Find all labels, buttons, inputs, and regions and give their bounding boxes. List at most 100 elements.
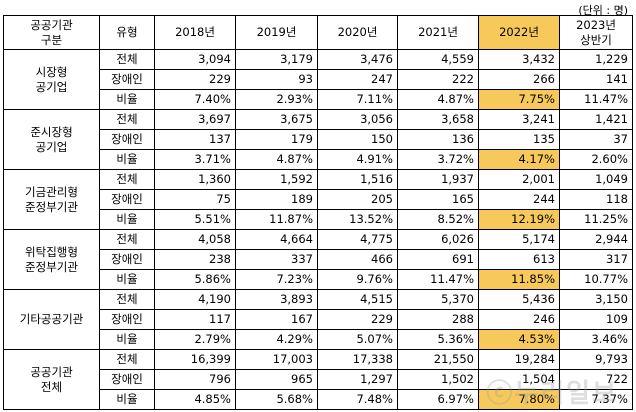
type-cell: 비율	[99, 209, 155, 230]
value-cell: 205	[317, 189, 398, 210]
value-cell: 7.11%	[317, 89, 398, 110]
value-cell: 7.75%	[478, 89, 560, 110]
value-cell: 165	[397, 189, 479, 210]
group-cell: 시장형 공기업	[3, 49, 100, 110]
group-cell: 기타공공기관	[3, 289, 100, 350]
value-cell: 246	[478, 309, 560, 330]
value-cell: 117	[154, 309, 236, 330]
value-cell: 288	[397, 309, 479, 330]
value-cell: 3,893	[235, 289, 318, 310]
header-year: 2020년	[317, 15, 398, 50]
unit-label: (단위 : 명)	[578, 4, 628, 17]
value-cell: 4.29%	[235, 329, 318, 350]
value-cell: 317	[559, 249, 633, 270]
value-cell: 11.85%	[478, 269, 560, 290]
value-cell: 4,559	[397, 49, 479, 70]
value-cell: 3.72%	[397, 149, 479, 170]
value-cell: 337	[235, 249, 318, 270]
value-cell: 2.60%	[559, 149, 633, 170]
value-cell: 2,001	[478, 169, 560, 190]
value-cell: 4.87%	[235, 149, 318, 170]
value-cell: 150	[317, 129, 398, 150]
value-cell: 4,515	[317, 289, 398, 310]
header-type: 유형	[99, 15, 155, 50]
value-cell: 4.85%	[154, 389, 236, 410]
value-cell: 1,516	[317, 169, 398, 190]
value-cell: 13.52%	[317, 209, 398, 230]
type-cell: 전체	[99, 229, 155, 250]
value-cell: 965	[235, 369, 318, 390]
header-year: 2021년	[397, 15, 479, 50]
table-row: 비율 5.51% 11.87% 13.52% 8.52% 12.19% 11.25%	[4, 209, 633, 230]
header-group: 공공기관 구분	[3, 15, 100, 50]
type-cell: 비율	[99, 149, 155, 170]
table-row: 비율 4.85% 5.68% 7.48% 6.97% 7.80% 7.37%	[4, 389, 633, 410]
value-cell: 12.19%	[478, 209, 560, 230]
table-row: 비율 5.86% 7.23% 9.76% 11.47% 11.85% 10.77%	[4, 269, 633, 290]
value-cell: 11.47%	[397, 269, 479, 290]
value-cell: 3.71%	[154, 149, 236, 170]
data-table: 공공기관 구분 유형 2018년 2019년 2020년 2021년 2022년 …	[3, 15, 633, 410]
value-cell: 229	[317, 309, 398, 330]
value-cell: 3,697	[154, 109, 236, 130]
value-cell: 4,775	[317, 229, 398, 250]
value-cell: 1,937	[397, 169, 479, 190]
value-cell: 247	[317, 69, 398, 90]
value-cell: 1,592	[235, 169, 318, 190]
value-cell: 4.17%	[478, 149, 560, 170]
type-cell: 장애인	[99, 69, 155, 90]
value-cell: 3,241	[478, 109, 560, 130]
value-cell: 10.77%	[559, 269, 633, 290]
value-cell: 135	[478, 129, 560, 150]
value-cell: 4.91%	[317, 149, 398, 170]
value-cell: 266	[478, 69, 560, 90]
table-row: 장애인 75 189 205 165 244 118	[4, 189, 633, 210]
value-cell: 5.86%	[154, 269, 236, 290]
type-cell: 장애인	[99, 369, 155, 390]
value-cell: 4,664	[235, 229, 318, 250]
header-row: 공공기관 구분 유형 2018년 2019년 2020년 2021년 2022년 …	[3, 15, 633, 50]
value-cell: 4.53%	[478, 329, 560, 350]
value-cell: 167	[235, 309, 318, 330]
group-cell: 위탁집행형 준정부기관	[3, 229, 100, 290]
value-cell: 189	[235, 189, 318, 210]
table-row: 비율 2.79% 4.29% 5.07% 5.36% 4.53% 3.46%	[4, 329, 633, 350]
value-cell: 11.87%	[235, 209, 318, 230]
value-cell: 1,360	[154, 169, 236, 190]
header-year: 2018년	[154, 15, 236, 50]
table-row: 기금관리형 준정부기관 전체 1,360 1,592 1,516 1,937 2,001 1,0…	[3, 169, 633, 230]
value-cell: 222	[397, 69, 479, 90]
watermark: ⓒ누리일보	[486, 379, 618, 409]
value-cell: 19,284	[478, 349, 560, 370]
value-cell: 3,056	[317, 109, 398, 130]
value-cell: 3,432	[478, 49, 560, 70]
value-cell: 5.07%	[317, 329, 398, 350]
type-cell: 장애인	[99, 309, 155, 330]
group-cell: 공공기관 전체	[3, 349, 100, 410]
type-cell: 전체	[99, 49, 155, 70]
value-cell: 6,026	[397, 229, 479, 250]
value-cell: 11.25%	[559, 209, 633, 230]
type-cell: 전체	[99, 289, 155, 310]
table-row: 비율 3.71% 4.87% 4.91% 3.72% 4.17% 2.60%	[4, 149, 633, 170]
value-cell: 229	[154, 69, 236, 90]
value-cell: 75	[154, 189, 236, 210]
type-cell: 비율	[99, 89, 155, 110]
value-cell: 4,058	[154, 229, 236, 250]
value-cell: 141	[559, 69, 633, 90]
value-cell: 137	[154, 129, 236, 150]
value-cell: 179	[235, 129, 318, 150]
value-cell: 16,399	[154, 349, 236, 370]
value-cell: 5,436	[478, 289, 560, 310]
table-row: 위탁집행형 준정부기관 전체 4,058 4,664 4,775 6,026 5,174 2,9…	[3, 229, 633, 290]
value-cell: 1,049	[559, 169, 633, 190]
value-cell: 2,944	[559, 229, 633, 250]
value-cell: 8.52%	[397, 209, 479, 230]
value-cell: 466	[317, 249, 398, 270]
value-cell: 21,550	[397, 349, 479, 370]
value-cell: 11.47%	[559, 89, 633, 110]
value-cell: 9,793	[559, 349, 633, 370]
value-cell: 9.76%	[317, 269, 398, 290]
value-cell: 3,675	[235, 109, 318, 130]
table-row: 시장형 공기업 전체 3,094 3,179 3,476 4,559 3,432 1,229	[3, 49, 633, 110]
